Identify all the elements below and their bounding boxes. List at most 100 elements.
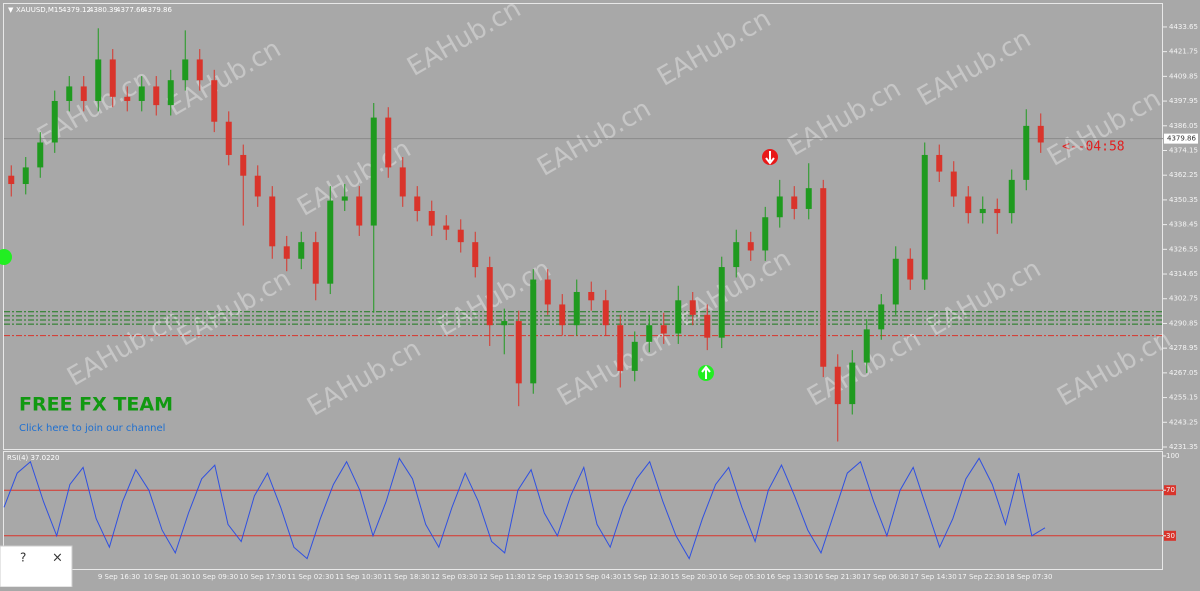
candle-body: [573, 291, 580, 326]
candle-body: [138, 86, 145, 101]
candle-body: [457, 229, 464, 243]
promo-title: FREE FX TEAM: [19, 394, 173, 416]
candle-body: [704, 314, 711, 338]
x-tick-label: 16 Sep 13:30: [766, 573, 813, 581]
candle-body: [950, 171, 957, 197]
x-tick-label: 12 Sep 03:30: [431, 573, 478, 581]
candle-body: [167, 80, 174, 106]
y-tick-label: 4374.15: [1169, 146, 1198, 154]
y-tick-label: 4302.75: [1169, 295, 1198, 303]
y-tick-label: 4338.45: [1169, 221, 1198, 229]
candle-body: [37, 142, 44, 168]
candle-body: [631, 341, 638, 371]
candle-body: [602, 300, 609, 326]
candle-body: [559, 304, 566, 326]
y-tick-label: 100: [1166, 452, 1179, 460]
rsi-frame: [3, 451, 1163, 570]
candle-body: [399, 167, 406, 197]
candle-body: [805, 188, 812, 209]
candle-body: [936, 154, 943, 172]
candle-body: [472, 242, 479, 268]
candle-body: [834, 366, 841, 405]
candle-body: [1037, 125, 1044, 143]
candle-body: [153, 86, 160, 106]
y-tick-label: 4278.95: [1169, 344, 1198, 352]
rsi-tick-box: [1164, 485, 1176, 496]
candle-body: [907, 258, 914, 280]
candle-body: [109, 59, 116, 97]
popup-help[interactable]: ?: [20, 551, 26, 565]
candle-body: [428, 211, 435, 226]
header-price: 4380.39: [89, 6, 118, 14]
main-frame: [3, 3, 1163, 450]
candle-body: [979, 208, 986, 214]
x-tick-label: 17 Sep 14:30: [910, 573, 957, 581]
y-tick-label: 4314.65: [1169, 270, 1198, 278]
y-tick-label: 70: [1166, 486, 1175, 494]
promo-link[interactable]: Click here to join our channel: [19, 423, 165, 434]
candle-body: [878, 304, 885, 330]
candle-body: [588, 291, 595, 301]
candle-body: [675, 300, 682, 334]
candle-body: [124, 96, 131, 101]
candle-body: [22, 167, 29, 185]
candle-body: [660, 325, 667, 334]
countdown: <--04:58: [1062, 140, 1125, 155]
x-tick-label: 18 Sep 07:30: [1006, 573, 1053, 581]
x-tick-label: 15 Sep 12:30: [623, 573, 670, 581]
candle-body: [370, 117, 377, 226]
candle-body: [414, 196, 421, 212]
x-tick-label: 15 Sep 20:30: [670, 573, 717, 581]
candle-body: [327, 200, 334, 284]
candle-body: [240, 154, 247, 176]
signal-dot: [0, 249, 12, 265]
candle-body: [501, 321, 508, 326]
candle-body: [733, 242, 740, 268]
buy-arrow: [698, 365, 714, 381]
candle-body: [921, 154, 928, 280]
candle-body: [863, 329, 870, 363]
candle-body: [762, 217, 769, 251]
x-tick-label: 10 Sep 17:30: [239, 573, 286, 581]
y-tick-label: 30: [1166, 532, 1175, 540]
rsi-tick-box: [1164, 530, 1176, 541]
candle-body: [254, 175, 261, 197]
x-tick-label: 11 Sep 18:30: [383, 573, 430, 581]
candle-body: [994, 208, 1001, 214]
candle-body: [298, 242, 305, 259]
bid-box: [1164, 133, 1198, 144]
popup-close[interactable]: ×: [52, 551, 63, 566]
candle-body: [530, 279, 537, 384]
candle-body: [341, 196, 348, 201]
x-tick-label: 15 Sep 04:30: [575, 573, 622, 581]
y-tick-label: 4326.55: [1169, 245, 1198, 253]
candle-body: [849, 362, 856, 405]
y-tick-label: 4421.75: [1169, 48, 1198, 56]
candle-body: [283, 246, 290, 259]
candle-body: [820, 188, 827, 367]
y-tick-label: 4255.15: [1169, 394, 1198, 402]
x-tick-label: 10 Sep 09:30: [191, 573, 238, 581]
candle-body: [51, 100, 58, 143]
y-tick-label: 4267.05: [1169, 369, 1198, 377]
candle-body: [225, 121, 232, 155]
y-tick-label: 4290.85: [1169, 319, 1198, 327]
candle-body: [95, 59, 102, 101]
candle-body: [1008, 179, 1015, 214]
candle-body: [515, 321, 522, 384]
y-tick-label: 4231.35: [1169, 443, 1198, 451]
x-tick-label: 12 Sep 11:30: [479, 573, 526, 581]
candle-body: [182, 59, 189, 81]
x-tick-label: 12 Sep 19:30: [527, 573, 574, 581]
x-tick-label: 16 Sep 21:30: [814, 573, 861, 581]
candle-body: [80, 86, 87, 101]
candle-body: [965, 196, 972, 214]
candle-body: [1023, 125, 1030, 180]
y-tick-label: 4397.95: [1169, 97, 1198, 105]
candle-body: [443, 225, 450, 230]
candle-body: [269, 196, 276, 247]
x-tick-label: 17 Sep 22:30: [958, 573, 1005, 581]
candle-body: [196, 59, 203, 81]
